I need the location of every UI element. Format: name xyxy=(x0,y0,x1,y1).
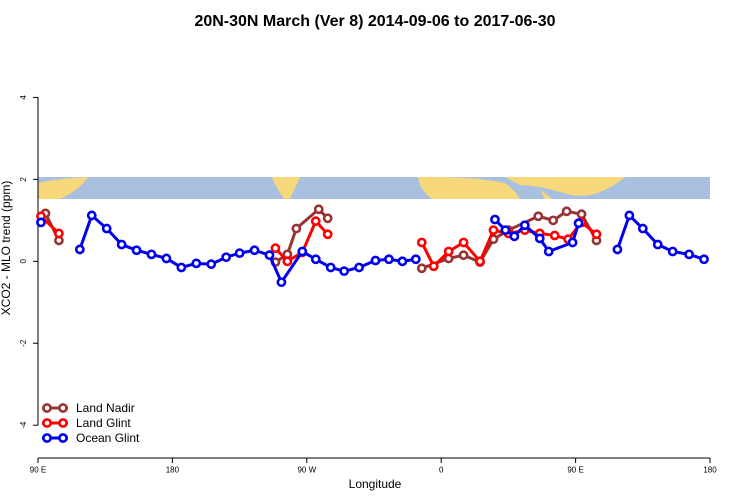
y-tick-label: -4 xyxy=(19,421,28,429)
data-point xyxy=(322,229,333,240)
data-point xyxy=(313,204,324,215)
data-point xyxy=(249,245,260,256)
data-point xyxy=(612,244,623,255)
data-point xyxy=(699,254,709,265)
data-point xyxy=(624,210,635,221)
x-tick-label: 180 xyxy=(703,466,717,475)
data-point xyxy=(428,261,439,272)
data-point xyxy=(458,237,469,248)
data-point xyxy=(637,223,648,234)
data-point xyxy=(543,246,554,257)
data-point xyxy=(276,277,287,288)
y-tick-label: 2 xyxy=(19,177,28,182)
data-point xyxy=(652,239,663,250)
data-point xyxy=(397,256,408,267)
data-point xyxy=(282,256,293,267)
data-point xyxy=(161,253,172,264)
legend-marker xyxy=(58,433,68,443)
data-point xyxy=(500,225,511,236)
data-point xyxy=(416,237,427,248)
data-point xyxy=(548,215,559,226)
data-point xyxy=(475,256,485,267)
data-point xyxy=(573,218,584,229)
data-point xyxy=(36,217,46,228)
chart-title: 20N-30N March (Ver 8) 2014-09-06 to 2017… xyxy=(194,13,555,30)
data-point xyxy=(191,258,202,269)
x-tick-label: 90 W xyxy=(297,466,316,475)
y-tick-label: -2 xyxy=(19,339,28,347)
legend-marker xyxy=(42,433,52,443)
y-tick-label: 0 xyxy=(19,259,28,264)
legend-marker xyxy=(58,418,68,428)
legend-marker xyxy=(42,403,52,413)
data-point xyxy=(270,243,281,254)
data-point xyxy=(291,223,302,234)
map-strip xyxy=(38,176,710,199)
data-point xyxy=(325,262,336,273)
x-tick-label: 0 xyxy=(439,466,444,475)
data-point xyxy=(490,214,500,225)
series-line xyxy=(78,212,417,286)
data-point xyxy=(561,206,572,217)
data-point xyxy=(176,262,187,273)
data-point xyxy=(534,233,545,244)
data-point xyxy=(221,252,232,263)
data-point xyxy=(549,230,560,241)
data-point xyxy=(458,250,469,261)
y-axis-label: XCO2 - MLO trend (ppm) xyxy=(0,181,13,316)
data-point xyxy=(519,220,530,231)
data-point xyxy=(488,225,499,236)
data-point xyxy=(443,246,454,257)
x-tick-label: 90 E xyxy=(567,466,583,475)
data-point xyxy=(339,266,350,277)
legend-marker xyxy=(58,403,68,413)
legend-label: Land Glint xyxy=(76,416,131,430)
y-tick-label: 4 xyxy=(19,95,28,100)
data-point xyxy=(264,250,275,261)
data-point xyxy=(131,245,142,256)
data-point xyxy=(86,210,97,221)
x-tick-label: 90 E xyxy=(30,466,46,475)
data-point xyxy=(146,249,157,260)
data-point xyxy=(310,216,321,227)
data-point xyxy=(567,237,578,248)
data-point xyxy=(54,228,64,239)
data-point xyxy=(410,254,421,265)
data-point xyxy=(416,263,427,274)
data-point xyxy=(591,229,602,240)
data-point xyxy=(576,209,587,220)
data-point xyxy=(370,255,381,266)
data-point xyxy=(509,231,520,242)
data-point xyxy=(533,211,544,222)
legend-label: Ocean Glint xyxy=(76,431,140,445)
data-point xyxy=(234,248,245,259)
data-point xyxy=(684,249,694,260)
x-axis-label: Longitude xyxy=(349,477,402,491)
data-point xyxy=(297,246,308,257)
legend-marker xyxy=(42,418,52,428)
data-point xyxy=(74,244,85,255)
data-point xyxy=(310,254,321,265)
legend-label: Land Nadir xyxy=(76,401,135,415)
data-point xyxy=(354,262,364,273)
data-point xyxy=(206,259,217,270)
data-point xyxy=(322,213,333,224)
data-point xyxy=(101,223,112,234)
x-tick-label: 180 xyxy=(166,466,180,475)
data-point xyxy=(667,246,678,257)
data-point xyxy=(116,239,127,250)
data-point xyxy=(384,254,394,265)
